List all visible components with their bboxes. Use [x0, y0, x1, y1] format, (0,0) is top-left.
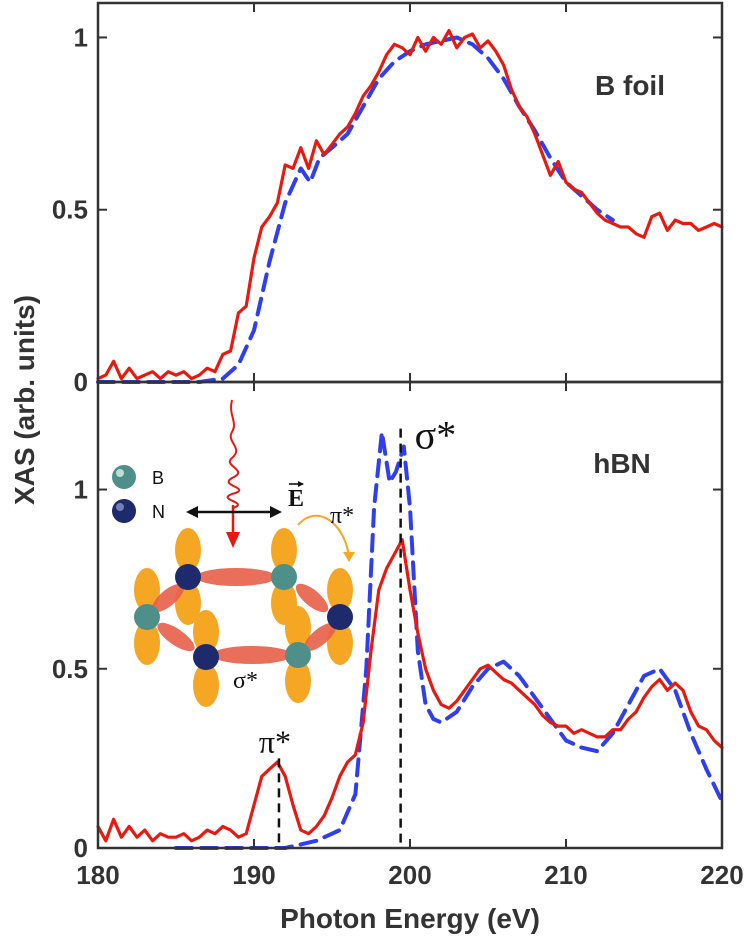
boron-legend-highlight — [116, 469, 124, 477]
top-y-tick-label: 1 — [74, 22, 88, 52]
panel-label-hbn: hBN — [593, 448, 651, 479]
top-y-tick-label: 0 — [74, 367, 88, 397]
x-tick-label: 220 — [700, 860, 743, 890]
bottom-y-tick-label: 0.5 — [52, 654, 88, 684]
bottom-axis-ticks: 0 0.5 1 180 190 200 210 220 — [52, 382, 744, 890]
e-field-label: E — [288, 486, 304, 512]
x-tick-label: 200 — [388, 860, 431, 890]
e-field-arrow-right-icon — [270, 506, 282, 518]
pi-transition-arrow-head-icon — [343, 552, 355, 562]
hbn-schematic-inset: E B N π* — [112, 399, 355, 707]
x-tick-label: 190 — [232, 860, 275, 890]
bottom-y-tick-label: 0 — [74, 833, 88, 863]
ring-atoms — [134, 564, 353, 670]
bottom-y-tick-label: 1 — [74, 475, 88, 505]
annotation-label: π* — [259, 723, 291, 759]
p-orbital-lobes — [134, 528, 353, 707]
x-axis-title: Photon Energy (eV) — [280, 903, 540, 934]
inset-sigma-label: σ* — [233, 668, 258, 694]
nitrogen-legend-highlight — [116, 503, 124, 511]
annotation-label: σ* — [415, 413, 457, 458]
bottom-series-theory-line — [174, 430, 724, 850]
sigma-bonds — [151, 568, 337, 664]
e-field-arrow-left-icon — [186, 506, 198, 518]
x-tick-label: 210 — [544, 860, 587, 890]
y-axis-title: XAS (arb. units) — [9, 295, 40, 505]
bottom-series-experiment-line — [96, 538, 724, 843]
top-series-theory-line — [96, 35, 615, 384]
top-y-tick-label: 0.5 — [52, 195, 88, 225]
top-plot-area — [96, 29, 724, 384]
nitrogen-legend-atom — [112, 499, 136, 523]
top-panel-frame — [96, 1, 724, 384]
legend-nitrogen-label: N — [152, 502, 165, 522]
e-vector-arrow-icon — [298, 481, 304, 487]
pi-transition-arrow — [297, 514, 350, 559]
panel-b-foil: 00.51 B foil — [52, 1, 724, 397]
top-series-experiment-line — [96, 29, 724, 381]
inset-pi-label: π* — [330, 503, 354, 529]
incoming-wave-icon — [226, 399, 241, 509]
boron-legend-atom — [112, 465, 136, 489]
panel-hbn: 0 0.5 1 180 190 200 210 220 hBN π* σ* — [52, 380, 744, 890]
legend-boron-label: B — [152, 468, 164, 488]
x-tick-label: 180 — [76, 860, 119, 890]
bottom-annotations: π* σ* — [259, 413, 456, 848]
panel-label-b-foil: B foil — [595, 70, 665, 101]
wave-arrow-head-icon — [226, 532, 240, 548]
top-axis-ticks: 00.51 — [52, 3, 723, 397]
bottom-plot-area — [96, 430, 724, 850]
